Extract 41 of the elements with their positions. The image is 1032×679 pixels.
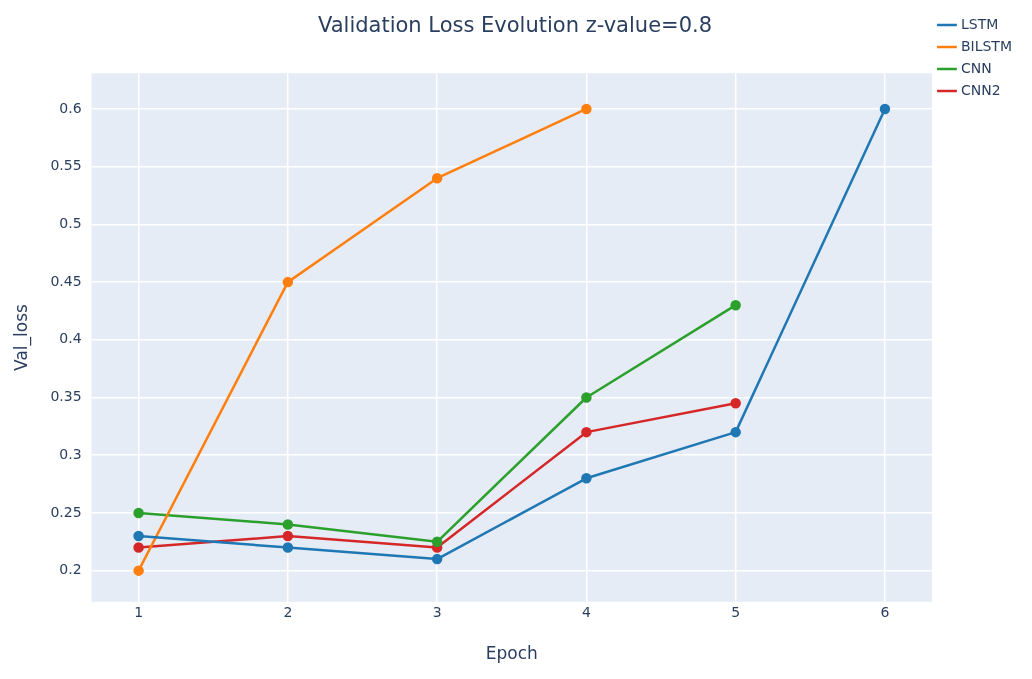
x-tick-label: 2 [283, 603, 293, 620]
legend-label: BILSTM [960, 37, 1013, 54]
point [431, 553, 443, 565]
point [133, 542, 144, 553]
point [282, 530, 294, 542]
x-tick-label: 6 [880, 603, 890, 620]
x-tick-label: 1 [134, 603, 144, 620]
point [879, 103, 891, 115]
point [133, 565, 144, 576]
point [282, 519, 294, 530]
point [282, 276, 294, 288]
x-tick-label: 4 [581, 603, 591, 620]
y-tick-label: 0.25 [50, 503, 82, 520]
chart-title: Validation Loss Evolution z-value=0.8 [317, 13, 713, 38]
legend-label: CNN [960, 59, 992, 76]
point [133, 530, 144, 542]
legend-label: LSTM [960, 15, 999, 32]
point [730, 299, 741, 311]
point [730, 398, 741, 409]
y-tick-label: 0.6 [59, 99, 82, 116]
x-tick-label: 3 [432, 603, 442, 620]
point [282, 542, 294, 553]
point [133, 507, 144, 519]
point [581, 426, 592, 438]
y-tick-label: 0.4 [59, 330, 82, 347]
point [431, 172, 443, 184]
x-axis-title: Epoch [485, 643, 538, 664]
y-tick-label: 0.3 [59, 445, 82, 462]
x-tick-label: 5 [731, 603, 741, 620]
point [581, 392, 592, 403]
y-tick-label: 0.55 [50, 157, 82, 174]
y-tick-label: 0.35 [50, 388, 82, 405]
point [581, 103, 592, 115]
y-tick-label: 0.45 [50, 272, 82, 289]
point [431, 536, 443, 548]
point [581, 473, 592, 484]
legend-label: CNN2 [960, 81, 1001, 98]
y-axis-title: Val_loss [10, 303, 32, 371]
y-tick-label: 0.2 [59, 561, 82, 578]
point [730, 426, 741, 438]
y-tick-label: 0.5 [59, 215, 82, 232]
